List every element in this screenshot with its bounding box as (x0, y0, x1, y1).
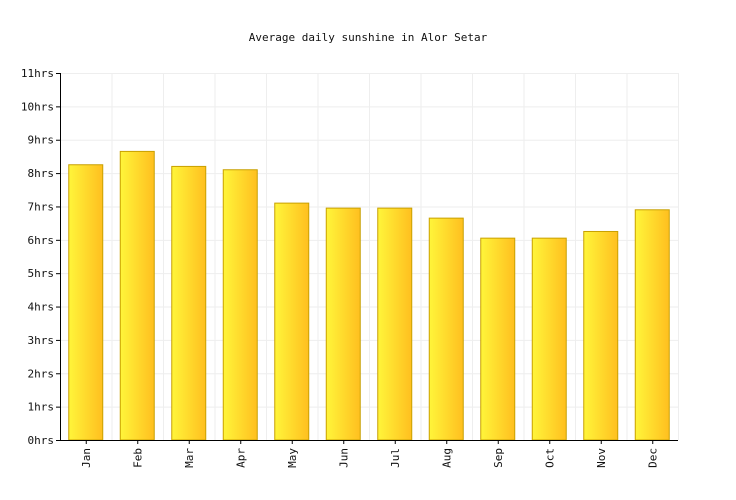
bar-aug (428, 217, 464, 441)
x-tick-label: Mar (183, 448, 196, 468)
x-axis-ticks: Jan Feb Mar Apr May Jun Jul Aug Sep Oct Nov Dec (80, 440, 659, 468)
x-tick-label: Oct (543, 448, 556, 468)
x-tick-label: Apr (234, 448, 247, 468)
y-tick-label: 5hrs (28, 267, 55, 280)
x-tick-label: Jun (337, 448, 350, 468)
bar-jul (377, 207, 413, 441)
bar-nov (583, 230, 619, 441)
bar-feb (119, 150, 155, 441)
bar-may (274, 202, 310, 441)
bar-mar (171, 165, 207, 441)
bar-oct (531, 237, 567, 441)
y-tick-label: 1hrs (28, 401, 55, 414)
y-tick-label: 9hrs (28, 134, 55, 147)
bar-jan (68, 164, 104, 441)
x-tick-label: Feb (131, 448, 144, 468)
y-tick-label: 10hrs (21, 100, 54, 113)
chart-title: Average daily sunshine in Alor Setar (249, 31, 488, 44)
y-axis-ticks: 0hrs 1hrs 2hrs 3hrs 4hrs 5hrs 6hrs 7hrs 8hrs 9hrs… (21, 67, 60, 447)
y-tick-label: 7hrs (28, 200, 55, 213)
y-tick-label: 6hrs (28, 234, 55, 247)
y-tick-label: 2hrs (28, 367, 55, 380)
y-tick-label: 3hrs (28, 334, 55, 347)
x-tick-label: Nov (595, 448, 608, 468)
bar-sep (480, 237, 516, 441)
y-tick-label: 8hrs (28, 167, 55, 180)
x-tick-label: May (286, 448, 299, 468)
x-tick-label: Aug (440, 448, 453, 468)
bar-apr (222, 169, 258, 441)
y-tick-label: 11hrs (21, 67, 54, 80)
bar-jun (325, 207, 361, 441)
x-tick-label: Jan (80, 448, 93, 468)
y-tick-label: 0hrs (28, 434, 55, 447)
x-tick-label: Sep (492, 448, 505, 468)
x-tick-label: Jul (389, 448, 402, 468)
x-tick-label: Dec (646, 448, 659, 468)
bars (68, 150, 670, 441)
y-tick-label: 4hrs (28, 301, 55, 314)
bar-dec (634, 209, 670, 441)
